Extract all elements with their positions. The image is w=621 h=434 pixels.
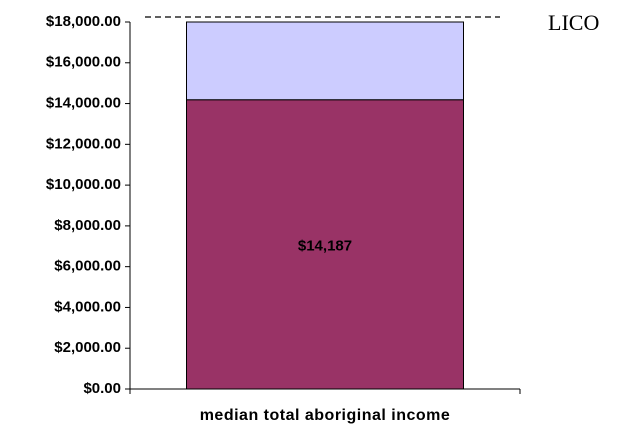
y-tick-label: $0.00 <box>83 380 121 397</box>
value-label: $14,187 <box>298 237 352 254</box>
y-tick-label: $4,000.00 <box>54 298 121 315</box>
y-tick-label: $12,000.00 <box>46 135 121 152</box>
bar-segment <box>186 99 464 390</box>
reference-label: LICO <box>548 10 599 35</box>
y-tick-label: $6,000.00 <box>54 258 121 275</box>
y-tick-label: $18,000.00 <box>46 13 121 30</box>
bar-segment <box>186 21 464 101</box>
y-tick-label: $8,000.00 <box>54 217 121 234</box>
y-tick-label: $16,000.00 <box>46 54 121 71</box>
y-tick-label: $14,000.00 <box>46 95 121 112</box>
y-tick-label: $10,000.00 <box>46 176 121 193</box>
y-tick-label: $2,000.00 <box>54 339 121 356</box>
x-tick-label: median total aboriginal income <box>200 407 451 424</box>
